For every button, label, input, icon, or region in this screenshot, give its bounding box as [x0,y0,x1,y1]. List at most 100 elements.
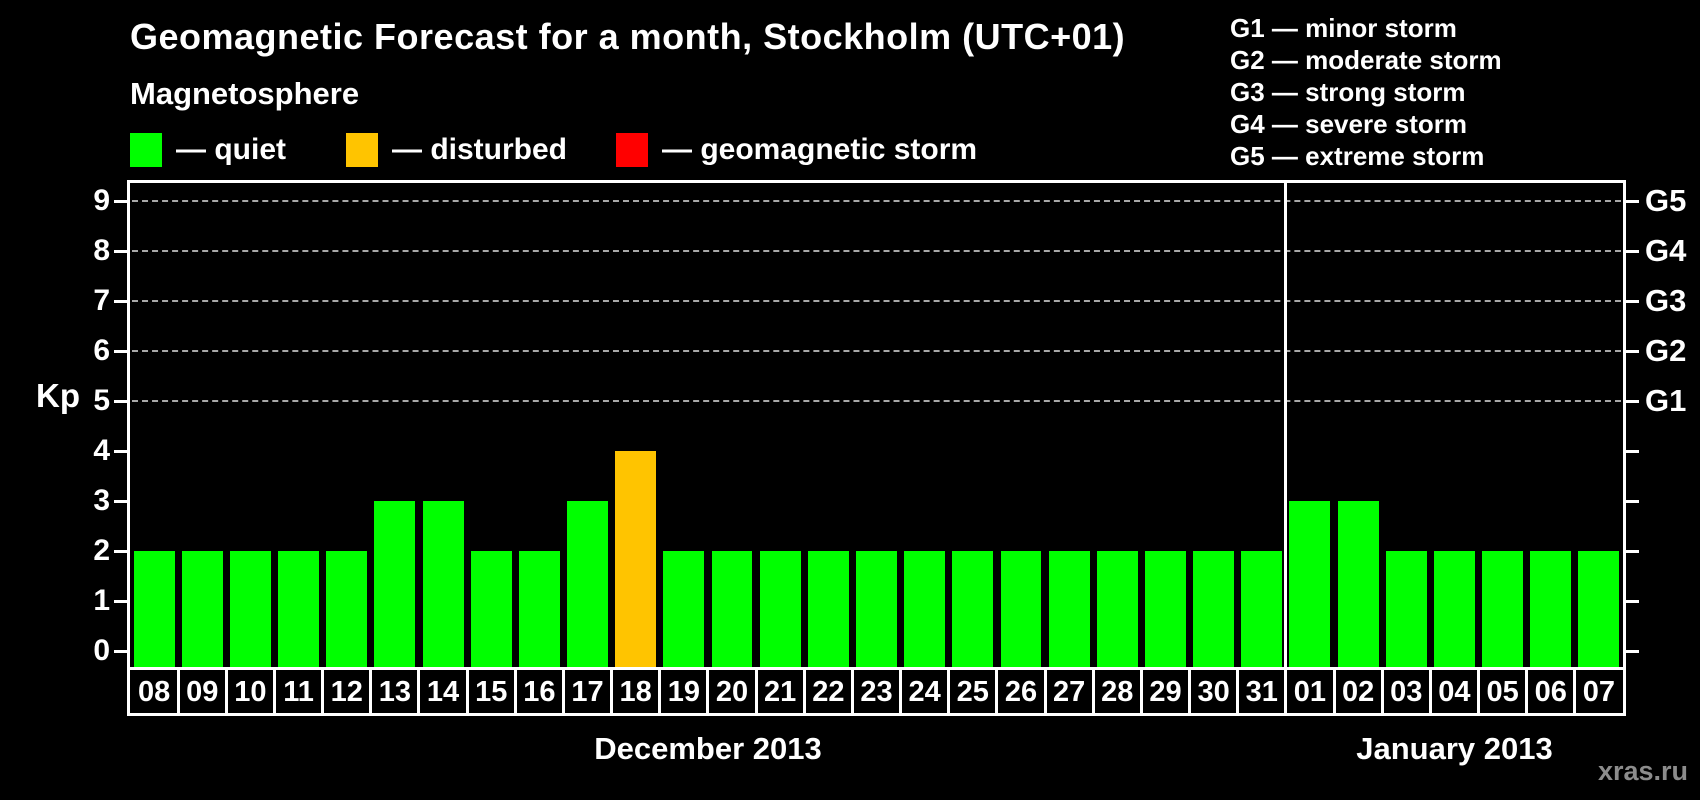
y-axis-tick-right [1626,600,1639,603]
day-cell-separator [1380,667,1384,716]
y-tick-label-5: 5 [93,384,110,417]
kp-bar-29 [1144,551,1186,667]
day-label-12: 12 [330,676,363,708]
day-label-07: 07 [1582,676,1616,708]
y-axis-title: Kp [36,377,80,414]
kp-bar-22 [807,551,849,667]
g-level-label-g4: G4 [1645,233,1687,268]
day-cell-separator [1043,667,1047,716]
plot-border [127,180,1626,670]
gridline-kp8 [132,250,1621,252]
day-cell-separator [465,667,469,716]
kp-bar-23 [856,551,897,667]
day-label-22: 22 [812,676,845,708]
g-legend-item-g5: G5 — extreme storm [1230,141,1485,171]
day-label-10: 10 [234,676,267,708]
y-tick-label-2: 2 [93,534,110,567]
kp-bar-05 [1482,551,1524,667]
y-tick-label-7: 7 [93,284,110,317]
kp-bar-03 [1385,551,1427,667]
day-label-26: 26 [1004,676,1038,708]
day-label-15: 15 [475,676,508,708]
y-axis-tick-left [114,650,127,653]
day-label-13: 13 [378,676,411,708]
y-tick-label-3: 3 [93,484,110,517]
kp-bar-24 [904,551,946,667]
y-axis-tick-left [114,550,127,553]
g-level-label-g1: G1 [1645,383,1687,418]
month-divider-line [1284,183,1288,667]
y-tick-label-0: 0 [93,634,110,667]
kp-bar-18 [615,451,657,667]
day-label-31: 31 [1245,676,1278,708]
g-legend-item-g2: G2 — moderate storm [1230,45,1502,75]
y-axis-tick-left [114,200,127,203]
kp-bar-19 [663,551,705,667]
kp-bar-09 [181,551,223,667]
kp-bar-08 [133,551,175,667]
y-axis-tick-left [114,500,127,503]
y-axis-tick-left [114,250,127,253]
day-label-16: 16 [523,676,556,708]
g-legend-item-g4: G4 — severe storm [1230,109,1468,139]
day-cell-separator [513,667,517,716]
day-cell-separator [224,667,228,716]
kp-bar-27 [1048,551,1090,667]
day-label-17: 17 [571,676,604,708]
day-label-24: 24 [908,676,941,708]
g-level-label-g3: G3 [1645,283,1687,318]
day-label-02: 02 [1341,676,1375,708]
day-cell-separator [1139,667,1143,716]
day-label-05: 05 [1486,676,1519,708]
gridline-kp6 [132,350,1621,352]
kp-bar-31 [1241,551,1283,667]
disturbed-color-swatch [346,133,378,167]
g-legend-item-g3: G3 — strong storm [1230,77,1466,107]
day-label-29: 29 [1149,676,1182,708]
kp-bar-13 [374,501,416,667]
kp-bar-17 [567,501,608,667]
g-level-label-g5: G5 [1645,183,1687,218]
y-axis-tick-right [1626,300,1639,303]
day-cell-separator [417,667,421,716]
kp-bar-10 [229,551,271,667]
day-label-30: 30 [1197,676,1230,708]
gridline-kp7 [132,300,1621,302]
day-cell-separator [850,667,854,716]
day-cell-separator [754,667,758,716]
kp-bar-15 [470,551,512,667]
y-tick-label-4: 4 [93,434,110,467]
kp-bar-07 [1578,551,1620,667]
day-cell-separator [802,667,806,716]
kp-bar-02 [1337,501,1379,667]
day-cell-separator [1428,667,1432,716]
y-axis-tick-left [114,450,127,453]
y-axis-tick-left [114,400,127,403]
quiet-color-swatch [130,133,162,167]
kp-bar-01 [1289,501,1331,667]
day-label-11: 11 [283,676,314,708]
kp-bar-06 [1530,551,1572,667]
y-axis-tick-right [1626,550,1639,553]
day-cell-separator [706,667,710,716]
y-tick-label-9: 9 [93,184,110,217]
y-tick-label-1: 1 [93,584,110,617]
day-label-14: 14 [426,676,460,708]
gridline-kp9 [132,200,1621,202]
day-cell-separator [1477,667,1481,716]
day-cell-separator [1573,667,1577,716]
month-label-january: January 2013 [1356,731,1553,766]
y-axis-tick-left [114,350,127,353]
kp-bar-04 [1433,551,1475,667]
day-cell-separator [176,667,180,716]
day-label-18: 18 [619,676,652,708]
kp-bar-26 [1000,551,1042,667]
day-cell-separator [1284,667,1288,716]
legend-item-label: — geomagnetic storm [662,133,978,166]
g-level-label-g2: G2 [1645,333,1687,368]
y-axis-tick-left [114,300,127,303]
storm-color-swatch [616,133,648,167]
legend-item-label: — disturbed [392,133,568,166]
